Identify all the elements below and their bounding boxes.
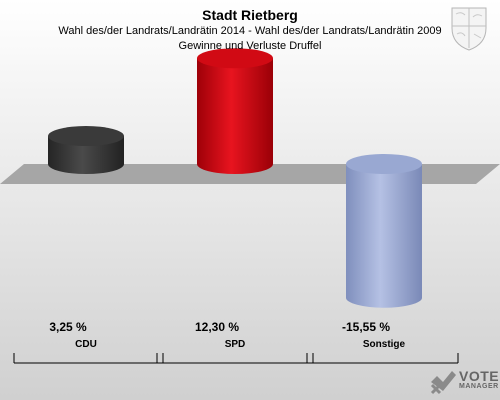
chart-subtitle: Wahl des/der Landrats/Landrätin 2014 - W…: [58, 25, 442, 37]
bar-body: [346, 164, 422, 308]
bar-top: [48, 126, 124, 147]
bar-body: [197, 58, 273, 174]
category-axis: [13, 353, 459, 364]
bar-body: [48, 136, 124, 174]
logo-manager-text: MANAGER: [459, 383, 499, 390]
bar-cdu: [48, 126, 124, 174]
value-label: -15,55 %: [341, 320, 391, 334]
value-label: 12,30 %: [194, 320, 240, 334]
bars-group: [48, 48, 422, 308]
vote-check-icon: [430, 371, 456, 395]
chart-title: Stadt Rietberg: [202, 7, 298, 23]
coat-of-arms-icon: [451, 7, 487, 51]
bar-top: [197, 48, 273, 69]
bar-top: [346, 154, 422, 174]
logo-vote-text: VOTE: [459, 368, 500, 384]
category-label: SPD: [224, 339, 246, 350]
bar-sonstige: [346, 154, 422, 308]
vote-manager-logo: VOTE MANAGER: [428, 366, 500, 398]
chart-title-block: Stadt Rietberg Wahl des/der Landrats/Lan…: [0, 6, 500, 54]
bar-spd: [197, 48, 273, 174]
category-label: CDU: [75, 339, 97, 350]
value-label: 3,25 %: [49, 320, 87, 334]
category-label: Sonstige: [362, 339, 406, 350]
chart-subtitle-2: Gewinne und Verluste Druffel: [178, 40, 322, 52]
